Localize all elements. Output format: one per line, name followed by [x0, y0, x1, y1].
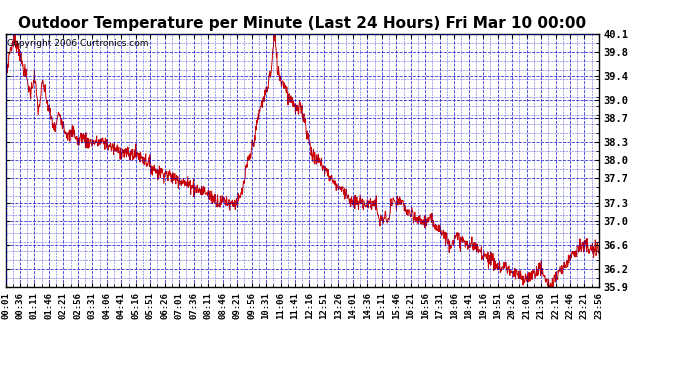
Title: Outdoor Temperature per Minute (Last 24 Hours) Fri Mar 10 00:00: Outdoor Temperature per Minute (Last 24 … [18, 16, 586, 31]
Text: Copyright 2006 Curtronics.com: Copyright 2006 Curtronics.com [7, 39, 148, 48]
